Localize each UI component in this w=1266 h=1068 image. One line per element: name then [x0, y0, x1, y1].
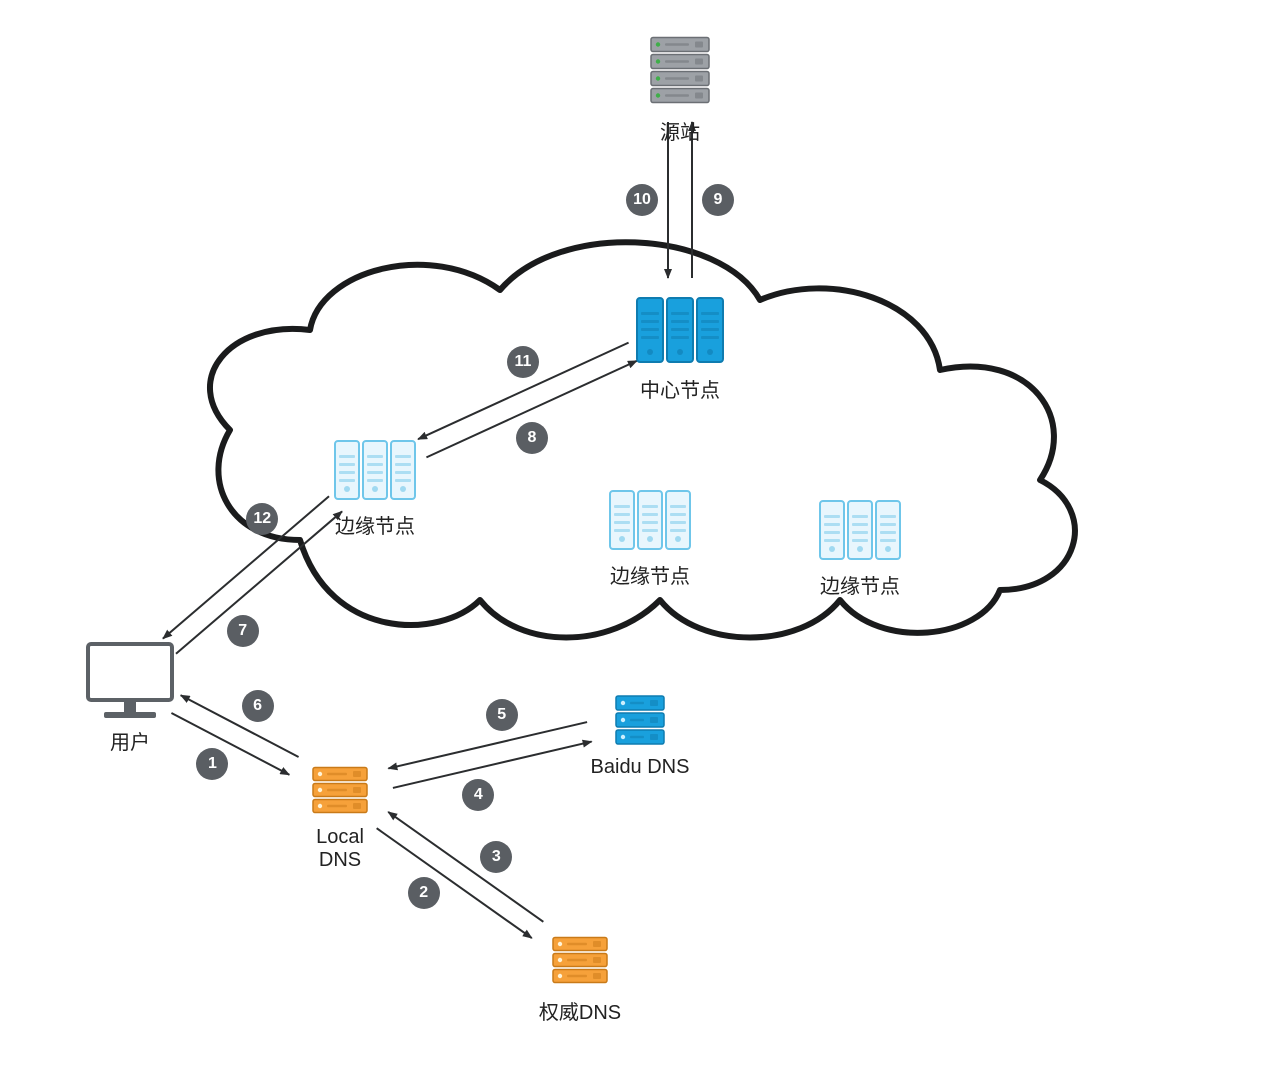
node-center — [637, 298, 723, 362]
step-badge-6: 6 — [242, 690, 274, 722]
node-label-localdns: Local DNS — [260, 820, 420, 872]
node-baidudns — [616, 696, 664, 744]
node-label-origin: 源站 — [600, 110, 760, 145]
node-label-edge1: 边缘节点 — [295, 504, 455, 539]
step-badge-8: 8 — [516, 422, 548, 454]
label-text: 中心节点 — [600, 374, 760, 403]
step-badge-7: 7 — [227, 615, 259, 647]
label-text: Baidu DNS — [560, 756, 720, 779]
step-badge-4: 4 — [462, 779, 494, 811]
label-text: 边缘节点 — [570, 560, 730, 589]
step-badge-11: 11 — [507, 346, 539, 378]
step-badge-5: 5 — [486, 699, 518, 731]
label-text: 源站 — [600, 116, 760, 145]
node-edge2 — [610, 491, 690, 549]
step-badge-9: 9 — [702, 184, 734, 216]
diagram-svg — [0, 0, 1266, 1068]
node-label-edge2: 边缘节点 — [570, 554, 730, 589]
node-user — [88, 644, 172, 718]
node-authdns — [553, 938, 607, 983]
node-label-center: 中心节点 — [600, 368, 760, 403]
step-badge-3: 3 — [480, 841, 512, 873]
node-edge3 — [820, 501, 900, 559]
node-localdns — [313, 768, 367, 813]
node-edge1 — [335, 441, 415, 499]
step-badge-2: 2 — [408, 877, 440, 909]
node-label-authdns: 权威DNS — [500, 990, 660, 1025]
label-text: 权威DNS — [500, 996, 660, 1025]
node-label-user: 用户 — [50, 720, 210, 755]
label-text: 用户 — [50, 726, 210, 755]
step-badge-10: 10 — [626, 184, 658, 216]
label-text: Local DNS — [260, 826, 420, 872]
node-label-baidudns: Baidu DNS — [560, 750, 720, 779]
step-badge-1: 1 — [196, 748, 228, 780]
label-text: 边缘节点 — [295, 510, 455, 539]
node-origin — [651, 38, 709, 103]
step-badge-12: 12 — [246, 503, 278, 535]
label-text: 边缘节点 — [780, 570, 940, 599]
node-label-edge3: 边缘节点 — [780, 564, 940, 599]
diagram-stage: 源站中心节点边缘节点边缘节点边缘节点用户Local DNSBaidu DNS权威… — [0, 0, 1266, 1068]
arrow-baidudns-to-localdns — [388, 722, 587, 768]
